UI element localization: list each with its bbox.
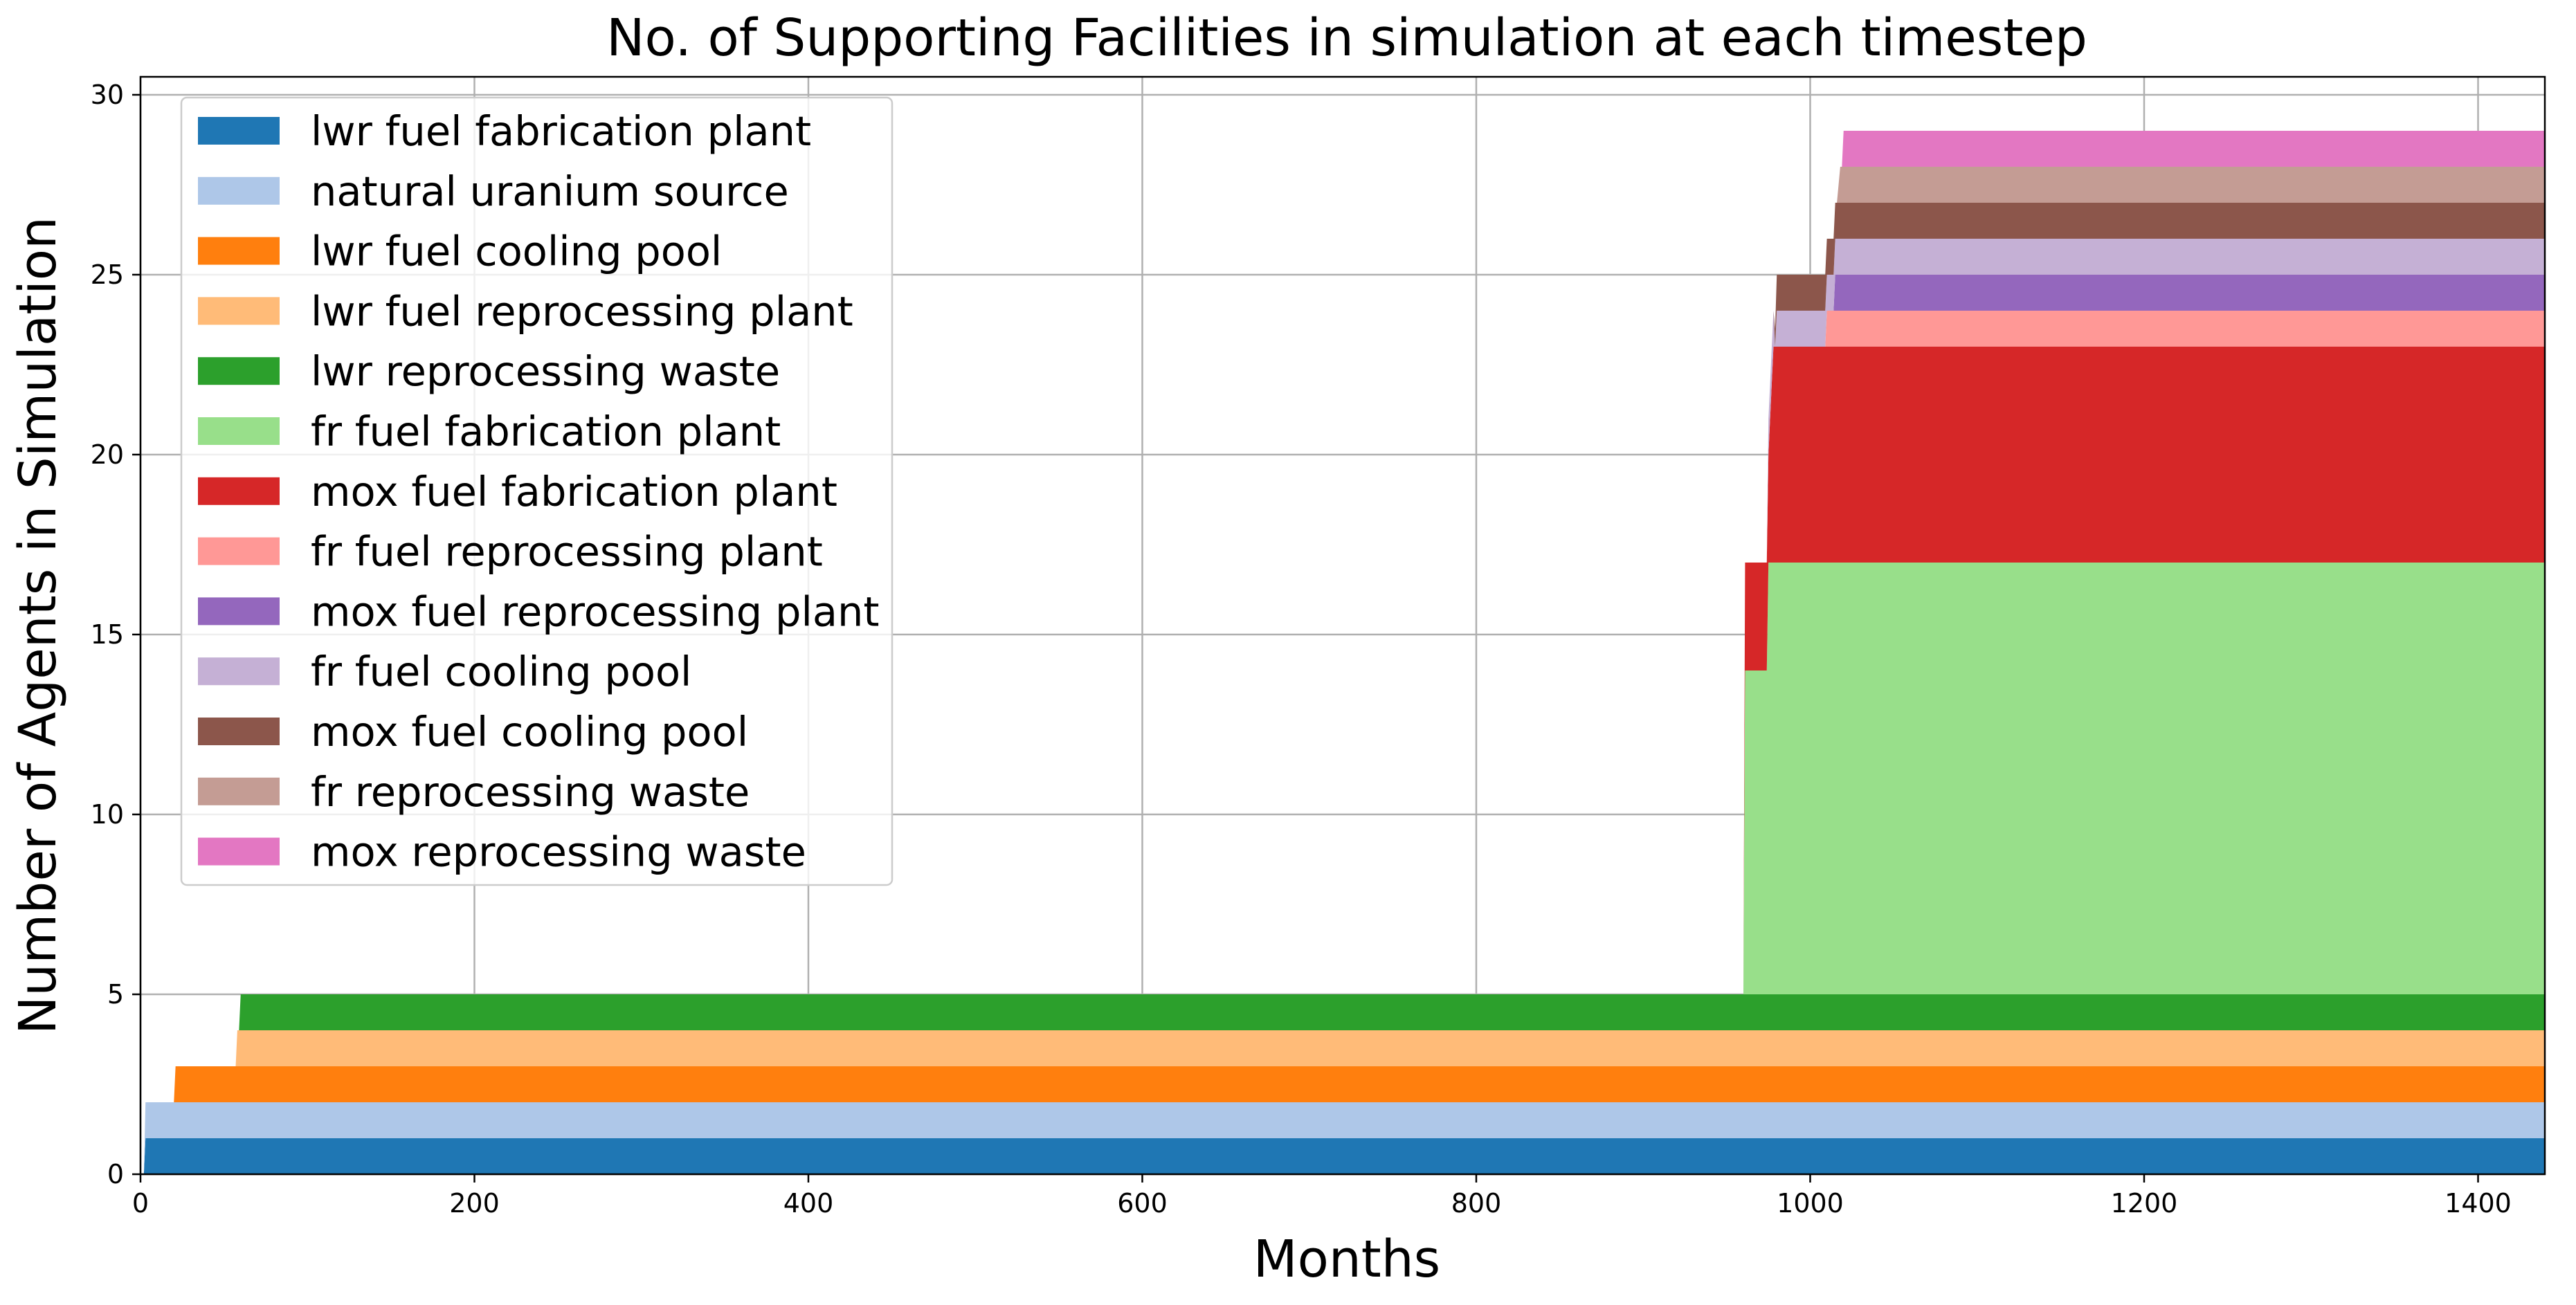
legend-swatch-12 [198,837,280,866]
legend-label-12: mox reprocessing waste [311,828,806,876]
legend-label-7: fr fuel reprocessing plant [311,528,823,576]
legend-swatch-0 [198,117,280,145]
y-tick-label-2: 10 [91,799,124,830]
x-tick-label-3: 600 [1117,1188,1168,1219]
legend-label-4: lwr reprocessing waste [311,347,780,395]
legend-swatch-1 [198,176,280,205]
chart-title: No. of Supporting Facilities in simulati… [606,8,2087,68]
legend-swatch-4 [198,357,280,385]
legend-label-11: fr reprocessing waste [311,768,750,816]
legend-label-8: mox fuel reprocessing plant [311,587,880,635]
x-tick-label-5: 1000 [1777,1188,1844,1219]
area-series-5 [140,563,2545,1174]
legend-items: lwr fuel fabrication plant natural uraniu… [198,107,880,876]
area-series-3 [140,1030,2545,1174]
legend-swatch-11 [198,777,280,805]
legend: lwr fuel fabrication plant natural uraniu… [180,96,894,886]
legend-swatch-9 [198,657,280,686]
legend-swatch-3 [198,297,280,325]
x-tick-label-7: 1400 [2445,1188,2512,1219]
x-tick-label-1: 200 [449,1188,500,1219]
legend-label-10: mox fuel cooling pool [311,708,748,756]
legend-label-3: lwr fuel reprocessing plant [311,287,853,335]
legend-label-6: mox fuel fabrication plant [311,468,837,515]
legend-swatch-7 [198,537,280,565]
legend-swatch-10 [198,718,280,745]
x-tick-label-0: 0 [132,1188,149,1219]
legend-label-0: lwr fuel fabrication plant [311,107,811,155]
legend-label-1: natural uranium source [311,167,789,215]
y-tick-label-3: 15 [91,619,124,650]
legend-swatch-2 [198,237,280,265]
y-tick-label-5: 25 [91,259,124,290]
legend-label-5: fr fuel fabrication plant [311,408,781,455]
legend-swatch-6 [198,477,280,505]
x-tick-label-4: 800 [1451,1188,1502,1219]
tick-layer: 0 200 400 600 800 1000 1200 1400 0 5 10 15 20 25 30 [91,80,2512,1219]
area-series-1 [140,1102,2545,1174]
area-series-2 [140,1066,2545,1174]
legend-swatch-5 [198,417,280,445]
x-tick-label-2: 400 [783,1188,834,1219]
x-tick-label-6: 1200 [2111,1188,2178,1219]
area-layer [140,131,2545,1174]
legend-label-2: lwr fuel cooling pool [311,228,722,275]
area-series-6 [140,347,2545,1174]
y-tick-label-4: 20 [91,439,124,470]
legend-label-9: fr fuel cooling pool [311,648,691,695]
y-axis-label: Number of Agents in Simulation [8,217,68,1034]
y-tick-label-6: 30 [91,80,124,110]
y-tick-label-0: 0 [107,1159,124,1189]
area-series-0 [140,1138,2545,1174]
plot-frame [139,75,2546,1176]
y-tick-label-1: 5 [107,979,124,1010]
area-series-4 [140,994,2545,1174]
x-axis-label: Months [1253,1230,1441,1289]
legend-box [180,96,894,886]
legend-swatch-8 [198,597,280,626]
